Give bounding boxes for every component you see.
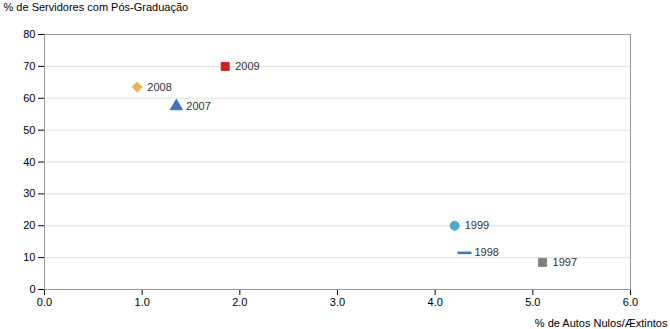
svg-text:30: 30 xyxy=(23,187,35,199)
svg-text:% de Servidores com Pós-Gradua: % de Servidores com Pós-Graduação xyxy=(4,1,189,13)
svg-text:5.0: 5.0 xyxy=(525,296,540,308)
svg-text:% de Autos Nulos/Æxtintos: % de Autos Nulos/Æxtintos xyxy=(535,317,668,329)
svg-text:40: 40 xyxy=(23,156,35,168)
svg-text:4.0: 4.0 xyxy=(428,296,443,308)
svg-text:1999: 1999 xyxy=(465,219,489,231)
svg-text:60: 60 xyxy=(23,92,35,104)
svg-text:20: 20 xyxy=(23,219,35,231)
svg-text:0.0: 0.0 xyxy=(37,296,52,308)
svg-text:1.0: 1.0 xyxy=(135,296,150,308)
svg-text:0: 0 xyxy=(29,283,35,295)
svg-text:2.0: 2.0 xyxy=(232,296,247,308)
svg-text:10: 10 xyxy=(23,251,35,263)
svg-text:3.0: 3.0 xyxy=(330,296,345,308)
svg-text:70: 70 xyxy=(23,60,35,72)
svg-text:2009: 2009 xyxy=(235,60,259,72)
svg-text:2008: 2008 xyxy=(147,81,171,93)
svg-text:2007: 2007 xyxy=(186,100,210,112)
svg-text:80: 80 xyxy=(23,28,35,40)
svg-text:50: 50 xyxy=(23,124,35,136)
svg-text:1997: 1997 xyxy=(553,256,577,268)
svg-text:1998: 1998 xyxy=(474,246,498,258)
svg-text:6.0: 6.0 xyxy=(623,296,638,308)
